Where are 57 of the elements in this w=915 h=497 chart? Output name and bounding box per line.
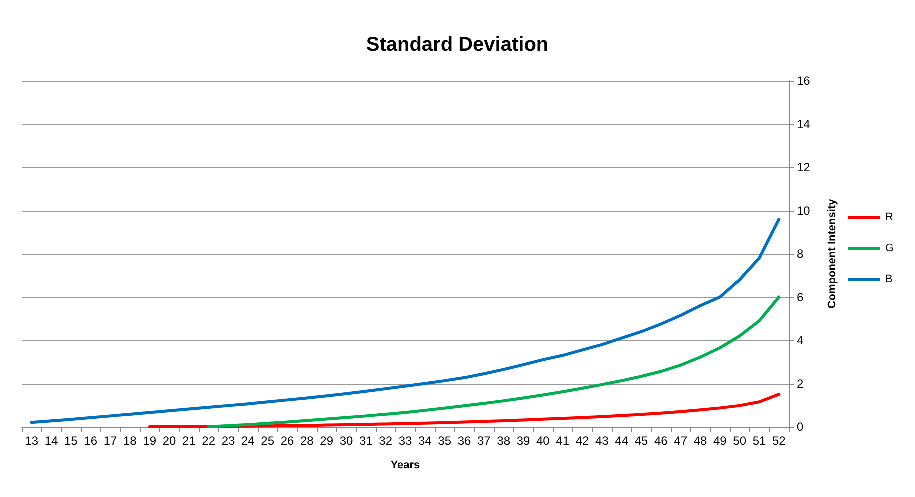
x-tick-label: 16 — [84, 434, 98, 448]
x-tick-label: 30 — [340, 434, 354, 448]
x-axis-title: Years — [390, 460, 420, 472]
x-tick-label: 45 — [634, 434, 648, 448]
x-tick-label: 35 — [438, 434, 452, 448]
x-tick-label: 18 — [123, 434, 138, 448]
x-tick-label: 32 — [379, 434, 393, 448]
y-tick-label: 8 — [797, 247, 804, 261]
x-tick-label: 48 — [694, 434, 708, 448]
legend-label: B — [885, 274, 893, 286]
line-series — [207, 296, 781, 428]
y-tick-label: 12 — [797, 160, 811, 174]
x-tick-label: 36 — [458, 434, 472, 448]
x-tick-label: 25 — [261, 434, 275, 448]
x-tick-label: 37 — [477, 434, 492, 448]
y-tick-label: 16 — [797, 74, 811, 88]
chart-title: Standard Deviation — [366, 34, 549, 56]
x-tick-label: 29 — [320, 434, 334, 448]
x-tick-label: 21 — [182, 434, 196, 448]
x-tick-label: 38 — [497, 434, 511, 448]
x-tick-label: 26 — [280, 434, 294, 448]
x-tick-label: 40 — [536, 434, 550, 448]
x-tick-label: 19 — [143, 434, 157, 448]
y-tick-label: 2 — [797, 376, 804, 391]
y-tick-label: 10 — [797, 204, 811, 218]
x-tick-label: 33 — [398, 434, 412, 448]
x-tick-label: 52 — [772, 434, 786, 448]
x-tick-label: 15 — [64, 434, 78, 448]
x-tick-label: 31 — [359, 434, 374, 448]
legend-label: R — [885, 212, 894, 224]
line-series — [30, 218, 781, 424]
x-tick-label: 41 — [556, 434, 570, 448]
x-tick-label: 34 — [418, 434, 432, 448]
x-tick-label: 20 — [162, 434, 176, 448]
x-tick-label: 14 — [44, 434, 58, 448]
x-tick-label: 13 — [25, 434, 39, 448]
x-tick-label: 43 — [595, 434, 610, 448]
line-series — [148, 393, 781, 428]
x-tick-label: 50 — [733, 434, 747, 448]
x-tick-label: 49 — [713, 434, 728, 448]
x-tick-label: 46 — [654, 434, 668, 448]
x-tick-label: 39 — [516, 434, 530, 448]
x-tick-label: 28 — [300, 434, 314, 448]
legend-label: G — [885, 242, 894, 254]
x-tick-label: 17 — [104, 434, 118, 448]
x-tick-label: 23 — [222, 434, 236, 448]
y-tick-label: 4 — [797, 334, 804, 348]
x-tick-label: 42 — [576, 434, 590, 448]
y-tick-label: 14 — [797, 117, 811, 132]
x-tick-label: 24 — [241, 434, 256, 448]
x-tick-label: 44 — [615, 434, 629, 448]
y-tick-label: 0 — [797, 420, 804, 434]
x-tick-label: 22 — [202, 434, 216, 448]
y-axis-title: Component Intensity — [826, 198, 838, 309]
y-tick-label: 6 — [797, 290, 804, 304]
x-tick-label: 47 — [674, 434, 688, 448]
x-tick-label: 51 — [752, 434, 766, 448]
